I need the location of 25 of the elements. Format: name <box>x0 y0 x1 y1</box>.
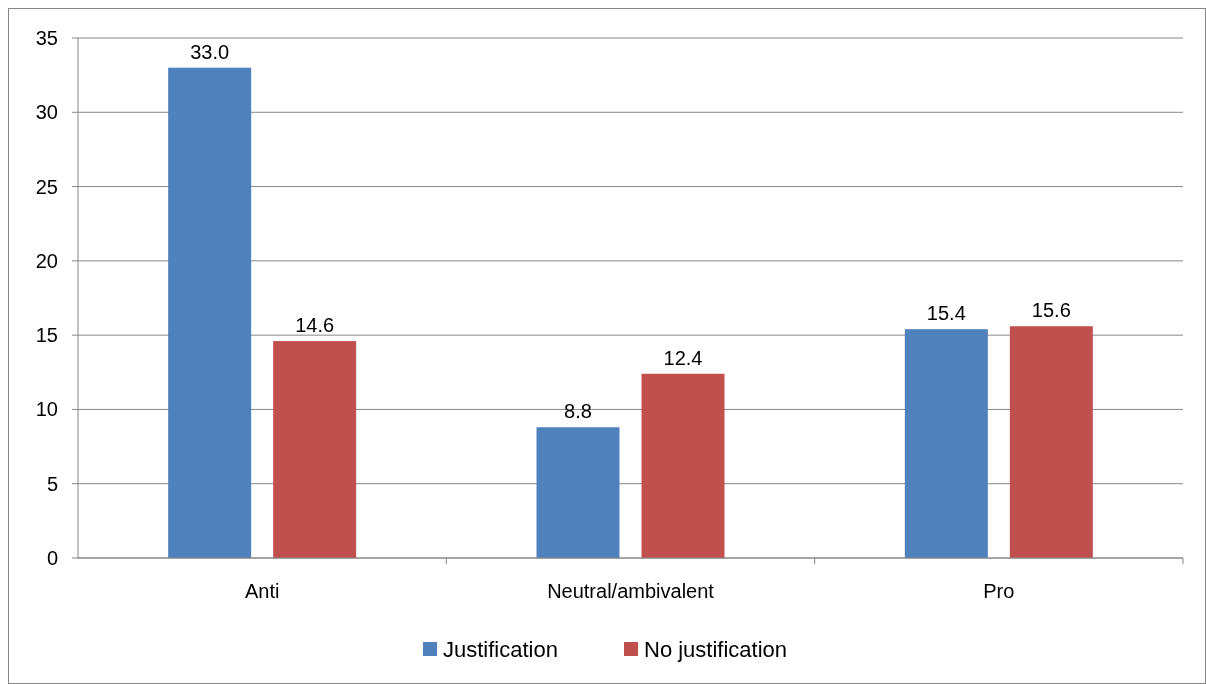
bar <box>168 67 252 558</box>
legend-label: No justification <box>644 636 788 662</box>
y-tick-label: 15 <box>35 324 58 347</box>
bar <box>536 427 620 558</box>
y-tick-label: 10 <box>35 398 58 421</box>
data-label: 33.0 <box>190 40 230 63</box>
y-tick-label: 35 <box>35 27 58 49</box>
x-tick-label: Neutral/ambivalent <box>547 580 715 602</box>
data-label: 14.6 <box>295 314 335 337</box>
bar <box>1009 326 1093 558</box>
x-tick-label: Pro <box>983 580 1015 602</box>
y-tick-label: 25 <box>35 175 58 198</box>
legend-label: Justification <box>443 636 558 662</box>
data-label: 12.4 <box>663 346 703 369</box>
y-tick-label: 20 <box>35 249 58 272</box>
data-label: 15.6 <box>1031 299 1071 322</box>
y-tick-label: 0 <box>46 547 58 569</box>
bar <box>273 341 357 558</box>
y-tick-label: 30 <box>35 101 58 124</box>
bar <box>641 373 725 558</box>
y-tick-label: 5 <box>46 472 58 495</box>
x-tick-label: Anti <box>244 580 280 602</box>
data-label: 15.4 <box>926 302 966 325</box>
bar <box>904 329 988 558</box>
data-label: 8.8 <box>564 400 592 423</box>
